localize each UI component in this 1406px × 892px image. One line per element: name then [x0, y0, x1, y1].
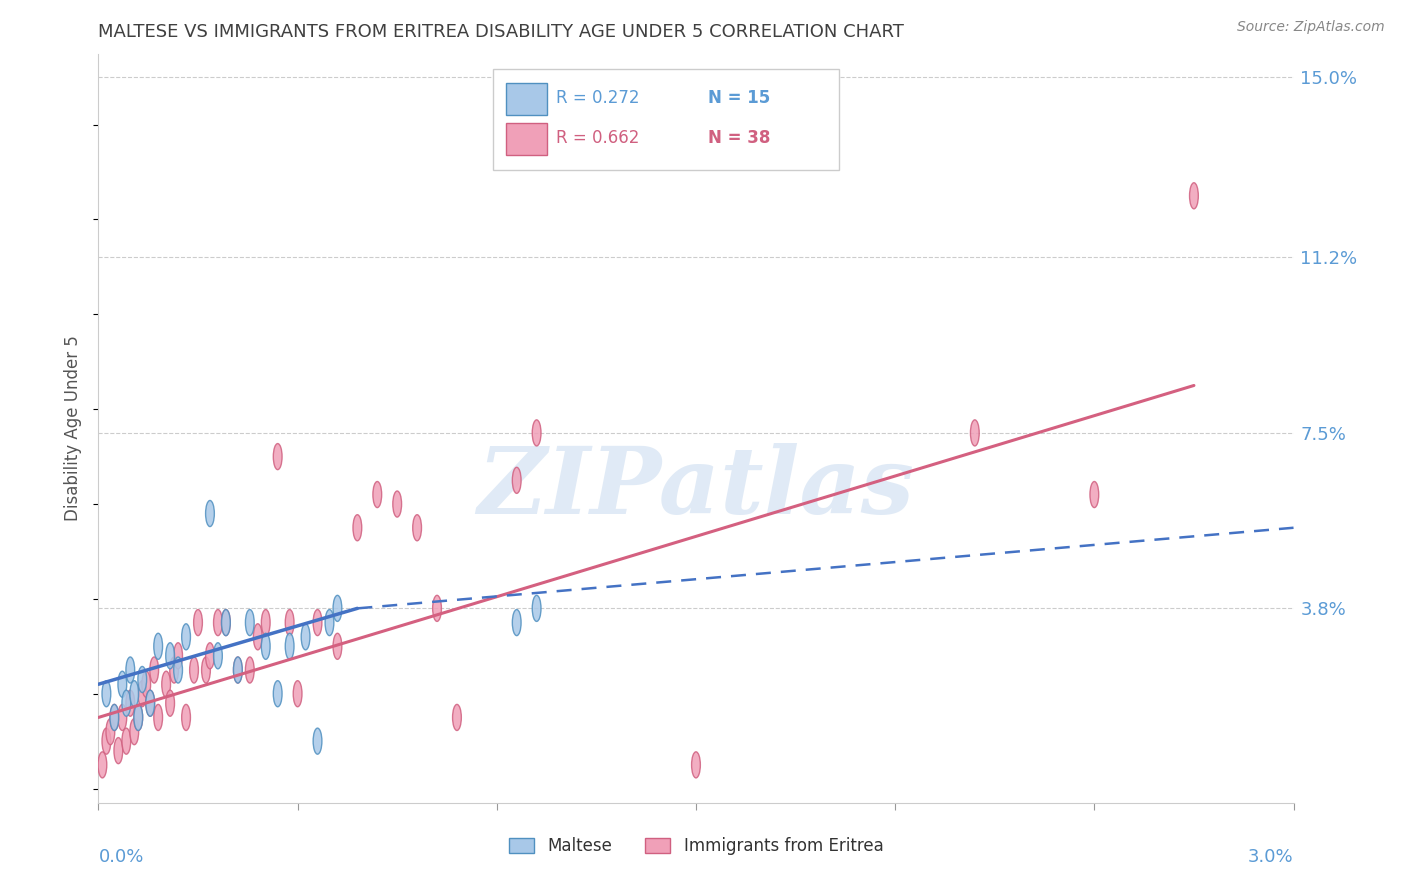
Ellipse shape [273, 681, 283, 706]
Ellipse shape [205, 500, 214, 526]
Text: N = 38: N = 38 [709, 129, 770, 147]
Ellipse shape [134, 705, 142, 731]
Ellipse shape [262, 633, 270, 659]
Ellipse shape [512, 467, 522, 493]
Ellipse shape [512, 609, 522, 636]
Ellipse shape [153, 705, 163, 731]
Ellipse shape [118, 705, 127, 731]
Ellipse shape [392, 491, 402, 517]
Ellipse shape [190, 657, 198, 683]
Ellipse shape [233, 657, 242, 683]
Y-axis label: Disability Age Under 5: Disability Age Under 5 [65, 335, 83, 521]
Text: R = 0.662: R = 0.662 [557, 129, 640, 147]
Ellipse shape [970, 420, 979, 446]
Ellipse shape [333, 595, 342, 622]
Ellipse shape [214, 643, 222, 669]
Ellipse shape [138, 681, 146, 706]
Ellipse shape [166, 643, 174, 669]
Ellipse shape [122, 728, 131, 755]
Text: 0.0%: 0.0% [98, 847, 143, 866]
Ellipse shape [110, 705, 118, 731]
Ellipse shape [166, 690, 174, 716]
Ellipse shape [134, 705, 142, 731]
Ellipse shape [153, 633, 163, 659]
Ellipse shape [174, 643, 183, 669]
Text: MALTESE VS IMMIGRANTS FROM ERITREA DISABILITY AGE UNDER 5 CORRELATION CHART: MALTESE VS IMMIGRANTS FROM ERITREA DISAB… [98, 23, 904, 41]
FancyBboxPatch shape [494, 69, 839, 169]
Ellipse shape [103, 728, 111, 755]
Ellipse shape [110, 705, 118, 731]
Ellipse shape [233, 657, 242, 683]
Ellipse shape [170, 657, 179, 683]
Ellipse shape [146, 690, 155, 716]
Ellipse shape [201, 657, 211, 683]
Ellipse shape [181, 705, 190, 731]
Ellipse shape [1189, 183, 1198, 209]
Ellipse shape [222, 609, 231, 636]
FancyBboxPatch shape [506, 84, 547, 115]
Ellipse shape [314, 609, 322, 636]
Ellipse shape [181, 624, 190, 650]
Text: Source: ZipAtlas.com: Source: ZipAtlas.com [1237, 20, 1385, 34]
Ellipse shape [142, 671, 150, 698]
Ellipse shape [114, 738, 122, 764]
Ellipse shape [194, 609, 202, 636]
Ellipse shape [353, 515, 361, 541]
Text: 3.0%: 3.0% [1249, 847, 1294, 866]
Ellipse shape [146, 690, 155, 716]
Ellipse shape [129, 719, 139, 745]
Ellipse shape [262, 609, 270, 636]
Ellipse shape [333, 633, 342, 659]
Ellipse shape [138, 666, 146, 692]
Text: ZIPatlas: ZIPatlas [478, 443, 914, 533]
Ellipse shape [174, 657, 183, 683]
Ellipse shape [294, 681, 302, 706]
Ellipse shape [533, 595, 541, 622]
Ellipse shape [1090, 482, 1098, 508]
Ellipse shape [246, 609, 254, 636]
Ellipse shape [118, 671, 127, 698]
Ellipse shape [103, 681, 111, 706]
Ellipse shape [273, 443, 283, 470]
Ellipse shape [150, 657, 159, 683]
Ellipse shape [98, 752, 107, 778]
Ellipse shape [314, 728, 322, 755]
Ellipse shape [413, 515, 422, 541]
FancyBboxPatch shape [506, 123, 547, 154]
Ellipse shape [105, 719, 115, 745]
Ellipse shape [205, 643, 214, 669]
Ellipse shape [246, 657, 254, 683]
Ellipse shape [433, 595, 441, 622]
Ellipse shape [325, 609, 333, 636]
Ellipse shape [533, 420, 541, 446]
Ellipse shape [122, 690, 131, 716]
Ellipse shape [692, 752, 700, 778]
Text: N = 15: N = 15 [709, 89, 770, 107]
Text: R = 0.272: R = 0.272 [557, 89, 640, 107]
Ellipse shape [285, 633, 294, 659]
Legend: Maltese, Immigrants from Eritrea: Maltese, Immigrants from Eritrea [502, 830, 890, 862]
Ellipse shape [253, 624, 262, 650]
Ellipse shape [162, 671, 170, 698]
Ellipse shape [127, 657, 135, 683]
Ellipse shape [301, 624, 309, 650]
Ellipse shape [129, 681, 139, 706]
Ellipse shape [285, 609, 294, 636]
Ellipse shape [222, 609, 231, 636]
Ellipse shape [453, 705, 461, 731]
Ellipse shape [373, 482, 381, 508]
Ellipse shape [214, 609, 222, 636]
Ellipse shape [127, 690, 135, 716]
